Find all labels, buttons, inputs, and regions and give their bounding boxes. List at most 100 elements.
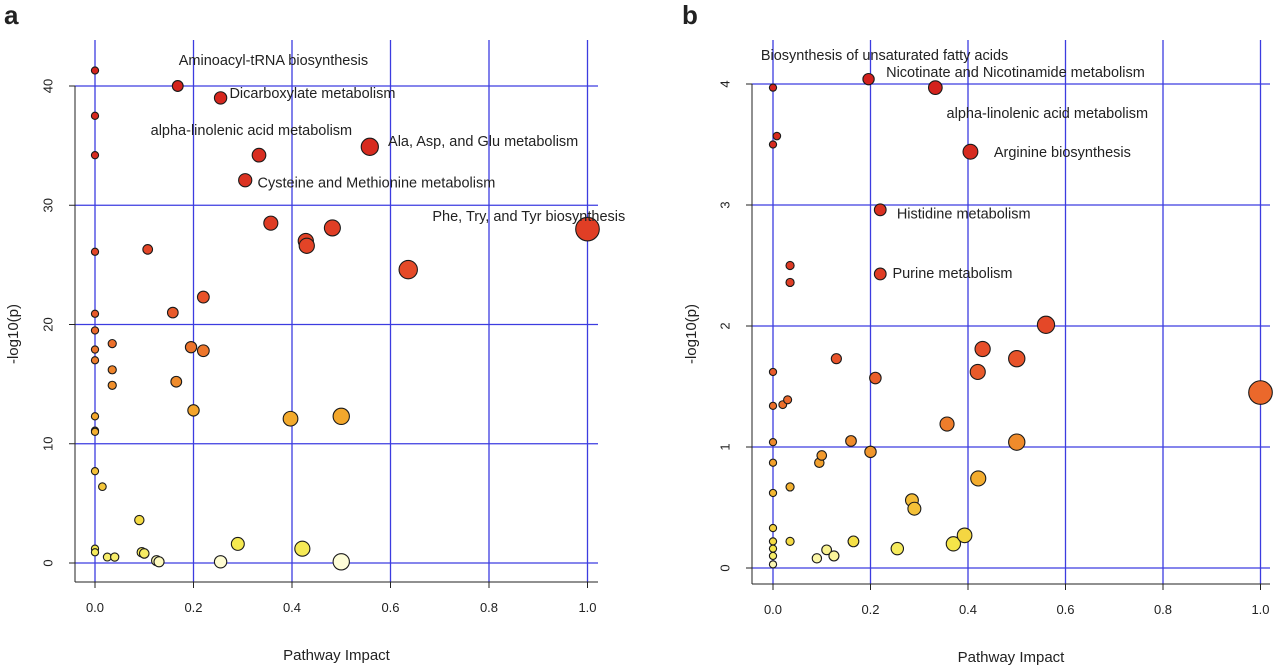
data-point (170, 375, 183, 388)
data-point (785, 482, 795, 492)
y-tick-label: 0 (40, 559, 55, 566)
data-point (332, 553, 350, 571)
point-annotation: Biosynthesis of unsaturated fatty acids (761, 48, 1008, 64)
data-point (828, 550, 840, 562)
point-annotations: Biosynthesis of unsaturated fatty acidsN… (761, 48, 1148, 282)
data-point (1036, 315, 1056, 334)
data-point (134, 514, 145, 526)
point-annotation: Nicotinate and Nicotinamide metabolism (886, 65, 1145, 81)
data-point (907, 501, 922, 516)
data-point (772, 131, 782, 141)
data-point (142, 243, 154, 255)
data-point (969, 363, 986, 381)
x-tick-label: 0.0 (86, 600, 104, 615)
data-point (107, 380, 117, 390)
data-point (251, 147, 267, 163)
data-point (1008, 349, 1026, 368)
data-point (171, 80, 184, 92)
y-tick-label: 30 (40, 198, 55, 212)
data-point (90, 309, 100, 318)
data-point (869, 371, 882, 385)
point-annotation: Cysteine and Methionine metabolism (258, 176, 496, 192)
data-point (298, 237, 315, 254)
point-annotation: Purine metabolism (892, 266, 1012, 282)
data-point (785, 536, 795, 546)
data-points (768, 72, 1273, 569)
data-point (890, 541, 905, 556)
data-point (575, 216, 600, 242)
x-tick-label: 1.0 (578, 600, 596, 615)
y-axis-title: -log10(p) (683, 304, 700, 364)
data-point (90, 66, 100, 75)
data-point (282, 410, 299, 427)
data-point (213, 555, 228, 569)
data-point (939, 416, 955, 432)
data-point (768, 401, 778, 411)
data-point (768, 83, 778, 92)
data-point (90, 247, 100, 256)
x-tick-label: 0.4 (283, 600, 301, 615)
data-point (107, 365, 117, 375)
x-tick-label: 0.8 (480, 600, 498, 615)
data-point (816, 450, 828, 461)
data-point (323, 219, 341, 237)
y-tick-label: 20 (40, 317, 55, 331)
data-point (238, 173, 253, 188)
x-tick-label: 1.0 (1251, 602, 1269, 617)
data-point (768, 140, 778, 149)
x-tick-label: 0.4 (959, 602, 977, 617)
data-point (768, 367, 778, 377)
data-point (768, 458, 778, 467)
y-axis-title: -log10(p) (5, 304, 22, 364)
y-tick-label: 1 (717, 443, 732, 450)
point-annotation: Ala, Asp, and Glu metabolism (388, 134, 578, 150)
x-tick-label: 0.6 (381, 600, 399, 615)
data-point (153, 556, 165, 568)
data-point (811, 553, 823, 564)
data-point (768, 551, 778, 561)
x-axis-title: Pathway Impact (283, 647, 391, 664)
data-point (90, 111, 100, 120)
y-tick-label: 40 (40, 79, 55, 93)
data-point (970, 470, 987, 487)
data-point (873, 203, 887, 217)
data-point (864, 445, 877, 459)
data-point (845, 435, 857, 447)
data-point (768, 488, 778, 498)
data-point (196, 344, 210, 358)
data-point (90, 412, 100, 421)
grid-lines (752, 40, 1270, 584)
data-point (785, 260, 795, 271)
x-tick-label: 0.8 (1154, 602, 1172, 617)
point-annotation: Dicarboxylate metabolism (229, 86, 395, 102)
data-point (862, 72, 875, 86)
data-point (768, 537, 778, 546)
data-point (768, 560, 778, 569)
x-tick-label: 0.2 (184, 600, 202, 615)
data-point (90, 326, 100, 335)
point-annotation: Arginine biosynthesis (994, 145, 1131, 161)
point-annotation: Aminoacyl-tRNA biosynthesis (179, 53, 368, 69)
data-point (138, 548, 150, 559)
data-point (360, 137, 379, 156)
data-point (768, 438, 778, 447)
data-point (847, 535, 860, 548)
data-point (166, 306, 179, 319)
data-point (332, 407, 350, 426)
data-point (98, 482, 107, 492)
data-point (785, 277, 795, 288)
data-point (90, 427, 100, 436)
panel-letter-a: a (4, 0, 19, 30)
data-point (187, 404, 200, 417)
y-tick-label: 3 (717, 201, 732, 208)
data-point (927, 80, 943, 95)
point-annotation: alpha-linolenic acid metabolism (947, 106, 1149, 122)
data-point (184, 340, 198, 354)
data-point (90, 356, 100, 365)
data-point (945, 536, 962, 552)
y-tick-label: 4 (717, 80, 732, 87)
data-point (873, 267, 887, 281)
data-point (230, 536, 245, 551)
y-tick-label: 2 (717, 322, 732, 329)
y-tick-label: 0 (717, 564, 732, 571)
